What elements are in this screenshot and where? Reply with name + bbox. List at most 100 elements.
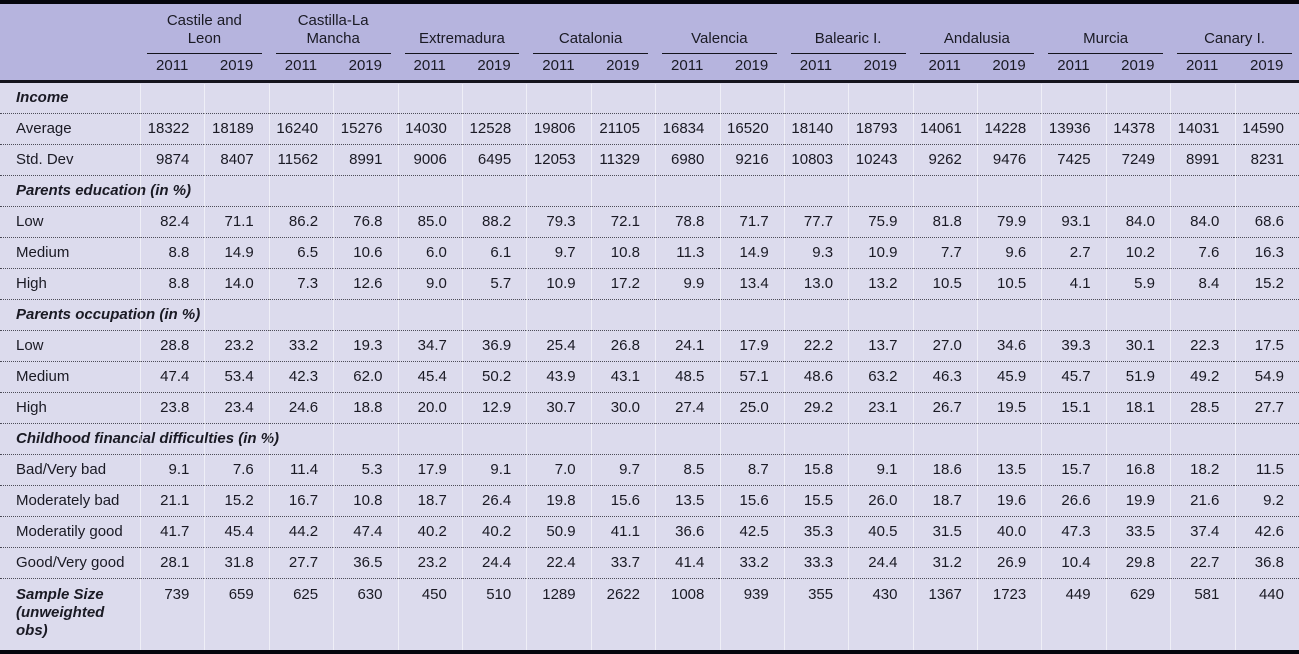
data-cell: 22.4 xyxy=(526,547,591,579)
data-cell: 19.9 xyxy=(1105,485,1170,517)
header-corner-cell xyxy=(0,4,140,54)
data-cell: 43.9 xyxy=(526,361,591,393)
section-row: Childhood financial difficulties (in %) xyxy=(0,423,1299,455)
data-cell: 12528 xyxy=(461,113,527,145)
data-cell: 18793 xyxy=(848,113,913,145)
data-cell: 581 xyxy=(1194,585,1220,603)
data-cell: 30.7 xyxy=(526,392,591,424)
data-cell: 8.5 xyxy=(655,454,720,486)
data-cell: 17.2 xyxy=(590,268,655,300)
row-label: Sample Size (unweighted obs) xyxy=(16,585,105,639)
year-header: 2011 xyxy=(655,54,720,83)
data-cell: 19.6 xyxy=(976,485,1042,517)
row-label: Bad/Very bad xyxy=(0,454,140,486)
data-cell: 10.4 xyxy=(1041,547,1106,579)
data-cell: 8.4 xyxy=(1170,268,1235,300)
section-label: Childhood financial difficulties (in %) xyxy=(0,423,1299,455)
data-cell: 33.3 xyxy=(783,547,849,579)
data-row: Bad/Very bad 9.1 7.6 11.4 5.3 17.9 9.1 7.0 9.7 8.… xyxy=(0,454,1299,486)
data-cell: 37.4 xyxy=(1170,516,1235,548)
region-name: Extremadura xyxy=(404,28,520,54)
year-header: 2011 xyxy=(1170,54,1235,83)
section-row: Income xyxy=(0,81,1299,114)
data-cell: 63.2 xyxy=(848,361,913,393)
year-header: 2019 xyxy=(976,54,1042,83)
data-cell: 75.9 xyxy=(848,206,913,238)
data-cell: 9216 xyxy=(719,144,784,176)
section-label: Parents occupation (in %) xyxy=(0,299,1299,331)
data-cell: 18.7 xyxy=(397,485,462,517)
data-cell: 13.5 xyxy=(976,454,1042,486)
section-row: Parents education (in %) xyxy=(0,175,1299,207)
data-row: Good/Very good 28.1 31.8 27.7 36.5 23.2 24.4 22… xyxy=(0,547,1299,579)
data-cell: 25.0 xyxy=(719,392,784,424)
region-header-row: Castile and Leon Castilla-La Mancha Extrem… xyxy=(0,4,1299,54)
data-cell: 7249 xyxy=(1105,144,1170,176)
data-cell: 40.2 xyxy=(461,516,527,548)
data-cell: 45.4 xyxy=(397,361,462,393)
data-cell: 27.0 xyxy=(912,330,977,362)
year-header: 2011 xyxy=(1041,54,1106,83)
data-cell: 9.1 xyxy=(461,454,527,486)
data-cell: 49.2 xyxy=(1170,361,1235,393)
data-cell: 54.9 xyxy=(1234,361,1299,393)
data-cell: 16240 xyxy=(268,113,334,145)
row-label: Std. Dev xyxy=(0,144,140,176)
year-header: 2019 xyxy=(719,54,784,83)
data-cell: 5.3 xyxy=(333,454,398,486)
data-cell: 16520 xyxy=(719,113,784,145)
data-cell: 7.6 xyxy=(204,454,269,486)
table-body: Income Average 18322 18189 16240 15276 14030 12… xyxy=(0,81,1299,650)
data-cell: 8991 xyxy=(1170,144,1235,176)
row-label: High xyxy=(0,268,140,300)
region-name: Andalusia xyxy=(919,28,1035,54)
data-cell: 8407 xyxy=(204,144,269,176)
data-cell: 15.1 xyxy=(1041,392,1106,424)
data-cell: 24.4 xyxy=(461,547,527,579)
region-name: Castilla-La Mancha xyxy=(275,10,391,54)
data-cell: 79.9 xyxy=(976,206,1042,238)
data-cell: 10803 xyxy=(783,144,849,176)
data-cell: 34.6 xyxy=(976,330,1042,362)
data-cell: 36.5 xyxy=(333,547,398,579)
year-header: 2011 xyxy=(783,54,849,83)
row-label: High xyxy=(0,392,140,424)
data-cell: 41.4 xyxy=(655,547,720,579)
data-cell: 26.6 xyxy=(1041,485,1106,517)
data-cell: 9.7 xyxy=(590,454,655,486)
bottom-rule xyxy=(0,650,1299,654)
data-cell: 15.2 xyxy=(1234,268,1299,300)
year-header: 2019 xyxy=(1234,54,1299,83)
data-cell: 19.3 xyxy=(333,330,398,362)
data-cell: 82.4 xyxy=(140,206,205,238)
data-cell: 42.3 xyxy=(268,361,334,393)
data-cell: 39.3 xyxy=(1041,330,1106,362)
data-cell: 18.7 xyxy=(912,485,977,517)
data-cell: 15.6 xyxy=(590,485,655,517)
sample-row: Sample Size (unweighted obs) 739 659 625 630… xyxy=(0,578,1299,650)
data-row: Moderatily good 41.7 45.4 44.2 47.4 40.2 40.2 5… xyxy=(0,516,1299,548)
data-cell: 31.8 xyxy=(204,547,269,579)
data-cell: 34.7 xyxy=(397,330,462,362)
data-cell: 11.3 xyxy=(655,237,720,269)
data-cell: 17.9 xyxy=(397,454,462,486)
header-corner-cell-2 xyxy=(0,54,140,83)
data-cell: 739 xyxy=(164,585,190,603)
data-cell: 18.2 xyxy=(1170,454,1235,486)
data-cell: 16.8 xyxy=(1105,454,1170,486)
row-label: Medium xyxy=(0,361,140,393)
year-header: 2019 xyxy=(848,54,913,83)
data-cell: 9.2 xyxy=(1234,485,1299,517)
data-cell: 18.6 xyxy=(912,454,977,486)
data-cell: 48.6 xyxy=(783,361,849,393)
region-name: Balearic I. xyxy=(790,28,906,54)
data-cell: 18.8 xyxy=(333,392,398,424)
data-cell: 6980 xyxy=(655,144,720,176)
region-header: Balearic I. xyxy=(783,4,913,54)
data-cell: 42.6 xyxy=(1234,516,1299,548)
data-cell: 13.7 xyxy=(848,330,913,362)
data-cell: 50.9 xyxy=(526,516,591,548)
regional-statistics-table: Castile and Leon Castilla-La Mancha Extrem… xyxy=(0,4,1299,650)
region-name: Murcia xyxy=(1048,28,1163,54)
data-cell: 47.3 xyxy=(1041,516,1106,548)
